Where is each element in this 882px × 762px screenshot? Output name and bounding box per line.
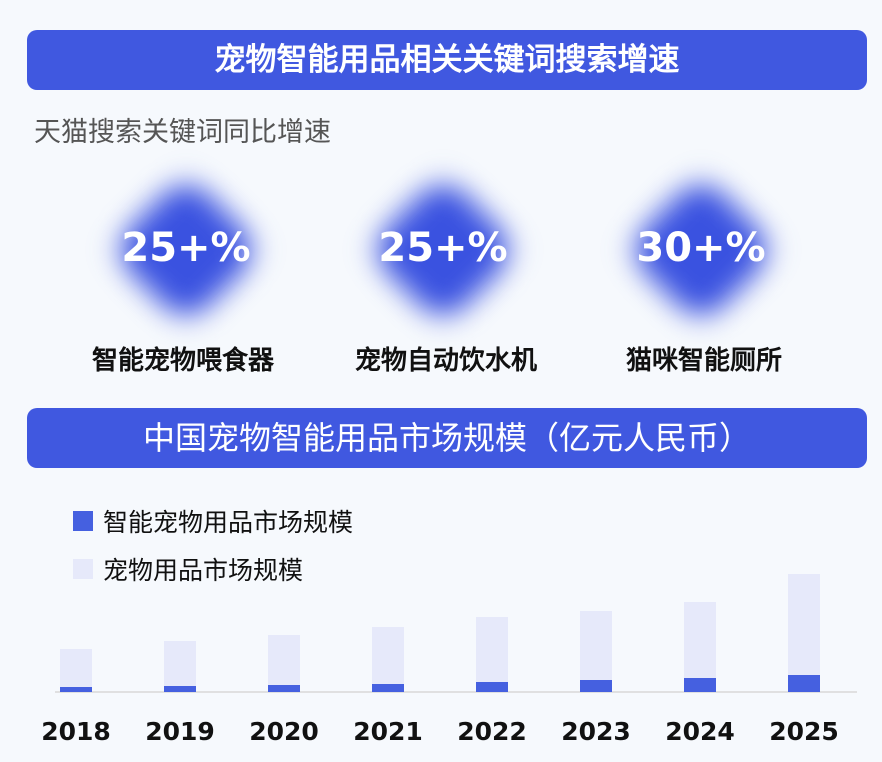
stat-label: 猫咪智能厕所: [625, 346, 782, 376]
x-tick-label: 2023: [561, 717, 631, 746]
bar-total-2020: [268, 635, 300, 692]
x-tick-label: 2022: [457, 717, 527, 746]
chart-title-banner: 中国宠物智能用品市场规模（亿元人民币）: [27, 408, 867, 468]
stat-value: 25+%: [121, 225, 251, 271]
bar-total-2023: [580, 611, 612, 692]
bar-smart-2023: [580, 680, 612, 692]
bar-smart-2021: [372, 684, 404, 692]
stat-feeder: 25+%: [106, 170, 266, 330]
legend-swatch: [73, 511, 93, 531]
bar-smart-2025: [788, 675, 820, 692]
stat-label: 宠物自动饮水机: [354, 346, 537, 376]
legend-label: 宠物用品市场规模: [103, 556, 304, 585]
legend-swatch: [73, 559, 93, 579]
bar-smart-2020: [268, 685, 300, 692]
stat-value: 30+%: [636, 225, 766, 271]
bar-smart-2022: [476, 682, 508, 692]
legend-total: 宠物用品市场规模: [73, 551, 303, 587]
bar-total-2018: [60, 649, 92, 692]
bar-total-2025: [788, 574, 820, 692]
bar-total-2024: [684, 602, 716, 692]
bar-smart-2024: [684, 678, 716, 692]
legend-smart: 智能宠物用品市场规模: [73, 503, 353, 539]
bar-smart-2019: [164, 686, 196, 692]
bar-total-2019: [164, 641, 196, 692]
x-tick-label: 2025: [769, 717, 839, 746]
bar-smart-2018: [60, 687, 92, 692]
bar-total-2021: [372, 627, 404, 692]
x-tick-label: 2019: [145, 717, 215, 746]
x-tick-label: 2021: [353, 717, 423, 746]
stat-value: 25+%: [378, 225, 508, 271]
title-banner: 宠物智能用品相关关键词搜索增速: [27, 30, 867, 90]
stat-water: 25+%: [363, 170, 523, 330]
bar-total-2022: [476, 617, 508, 692]
x-tick-label: 2020: [249, 717, 319, 746]
stat-litter: 30+%: [621, 170, 781, 330]
x-tick-label: 2024: [665, 717, 735, 746]
stat-label: 智能宠物喂食器: [91, 346, 274, 376]
legend-label: 智能宠物用品市场规模: [103, 508, 354, 537]
x-tick-label: 2018: [41, 717, 111, 746]
subtitle: 天猫搜索关键词同比增速: [34, 117, 331, 148]
